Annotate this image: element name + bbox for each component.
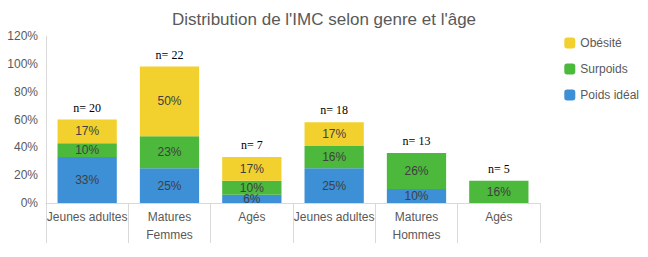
svg-text:Hommes: Hommes (392, 228, 440, 242)
svg-text:16%: 16% (322, 150, 346, 164)
svg-text:23%: 23% (157, 145, 181, 159)
svg-text:Agés: Agés (238, 210, 265, 224)
svg-text:n= 7: n= 7 (241, 138, 263, 152)
svg-text:Matures: Matures (148, 210, 191, 224)
svg-text:10%: 10% (240, 181, 264, 195)
svg-text:20%: 20% (14, 168, 38, 182)
svg-text:Surpoids: Surpoids (580, 62, 627, 76)
svg-text:Distribution de l'IMC selon ge: Distribution de l'IMC selon genre et l'â… (172, 10, 476, 29)
svg-text:Jeunes adultes: Jeunes adultes (47, 210, 128, 224)
svg-text:Obésité: Obésité (580, 36, 622, 50)
svg-text:Poids idéal: Poids idéal (580, 88, 639, 102)
svg-text:n= 22: n= 22 (156, 48, 184, 62)
svg-text:Agés: Agés (485, 210, 512, 224)
svg-text:33%: 33% (75, 173, 99, 187)
svg-text:Jeunes adultes: Jeunes adultes (294, 210, 375, 224)
svg-text:17%: 17% (75, 124, 99, 138)
svg-text:100%: 100% (7, 57, 38, 71)
svg-text:17%: 17% (322, 127, 346, 141)
svg-text:10%: 10% (75, 143, 99, 157)
svg-text:60%: 60% (14, 113, 38, 127)
svg-text:50%: 50% (157, 94, 181, 108)
svg-text:Matures: Matures (395, 210, 438, 224)
svg-text:0%: 0% (21, 196, 39, 210)
svg-text:n= 5: n= 5 (488, 162, 510, 176)
svg-text:26%: 26% (404, 164, 428, 178)
svg-text:6%: 6% (243, 191, 261, 206)
svg-text:25%: 25% (157, 179, 181, 193)
svg-text:120%: 120% (7, 29, 38, 43)
svg-text:n= 18: n= 18 (320, 103, 348, 117)
svg-text:Femmes: Femmes (146, 228, 193, 242)
svg-text:n= 20: n= 20 (73, 101, 101, 115)
svg-text:40%: 40% (14, 140, 38, 154)
svg-text:25%: 25% (322, 179, 346, 193)
svg-text:10%: 10% (404, 189, 428, 203)
svg-text:17%: 17% (240, 162, 264, 176)
svg-text:16%: 16% (487, 185, 511, 199)
svg-text:n= 13: n= 13 (403, 134, 431, 148)
svg-text:80%: 80% (14, 85, 38, 99)
